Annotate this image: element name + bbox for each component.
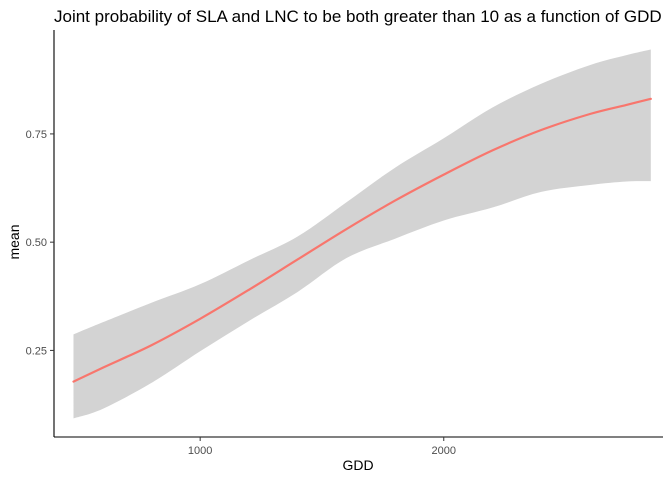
x-axis-title: GDD: [342, 457, 373, 473]
plot-area: [72, 49, 652, 419]
y-axis-title: mean: [6, 224, 22, 259]
y-tick-label: 0.25: [26, 345, 47, 357]
x-tick-label: 2000: [432, 445, 456, 457]
confidence-ribbon: [73, 49, 651, 419]
y-ticks: 0.25 0.50 0.75: [26, 129, 54, 357]
y-tick-label: 0.75: [26, 129, 47, 141]
x-tick-label: 1000: [188, 445, 212, 457]
chart-title: Joint probability of SLA and LNC to be b…: [54, 7, 662, 26]
x-ticks: 1000 2000: [188, 437, 456, 457]
mean-line: [72, 97, 652, 383]
y-tick-label: 0.50: [26, 237, 47, 249]
